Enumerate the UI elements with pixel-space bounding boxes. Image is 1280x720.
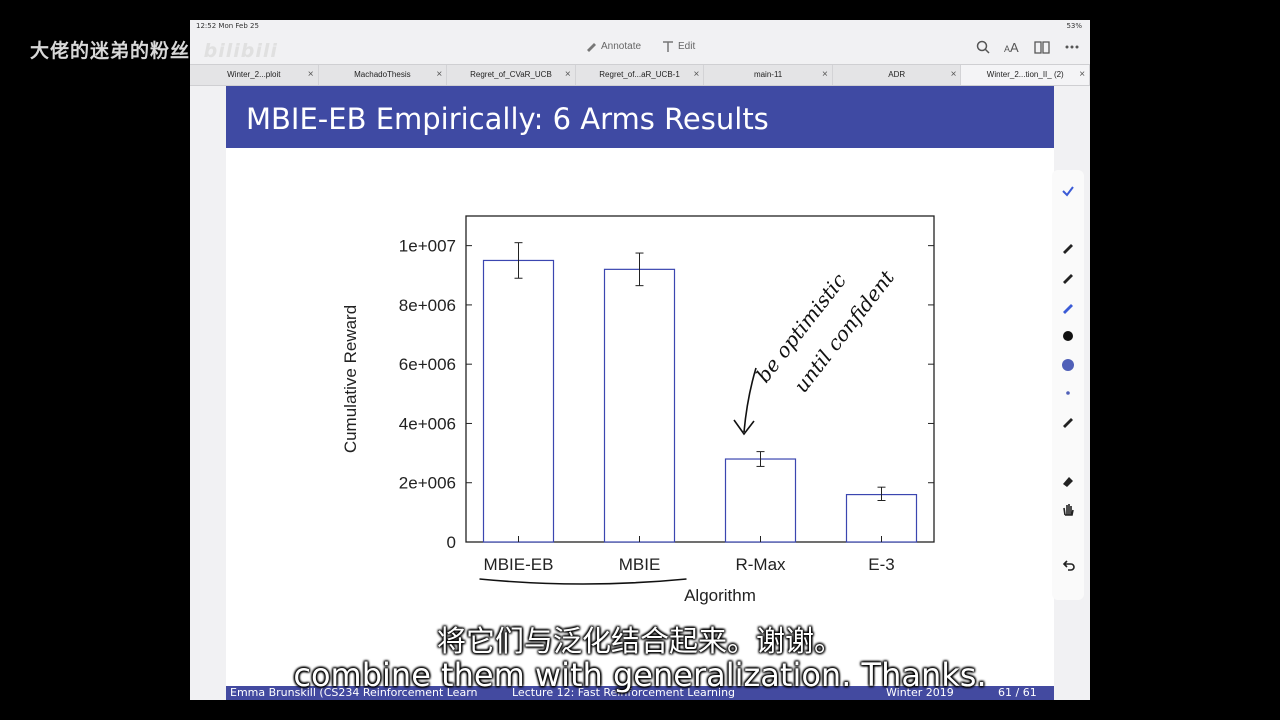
color-blue[interactable] bbox=[1056, 354, 1080, 376]
plot-frame bbox=[465, 215, 935, 543]
svg-text:A: A bbox=[1010, 40, 1019, 54]
close-icon[interactable]: × bbox=[950, 69, 957, 80]
y-tick-label: 4e+006 bbox=[399, 414, 456, 433]
slide-footer: Emma Brunskill (CS234 Reinforcement Lear… bbox=[226, 686, 1054, 700]
close-icon[interactable]: × bbox=[436, 69, 443, 80]
bar-mbie bbox=[603, 268, 676, 543]
slide-page: MBIE-EB Empirically: 6 Arms Results 0 2e+… bbox=[226, 86, 1054, 700]
y-tick-label: 1e+007 bbox=[399, 237, 456, 256]
tab-3[interactable]: Regret_of_CVaR_UCB × bbox=[447, 65, 576, 85]
chart-layer: 0 2e+006 4e+006 6e+006 8e+006 1e+007 MBIE-EB MB… bbox=[341, 215, 935, 605]
footer-page: 61 / 61 bbox=[998, 686, 1037, 699]
status-bar: 12:52 Mon Feb 25 53% bbox=[190, 20, 1090, 34]
close-icon[interactable]: × bbox=[693, 69, 700, 80]
handwritten-brace bbox=[479, 578, 687, 585]
y-axis-label: Cumulative Reward bbox=[341, 305, 360, 453]
handwritten-annotation: be optimistic until confident bbox=[733, 265, 900, 436]
text-icon bbox=[663, 41, 673, 52]
y-tick-label: 0 bbox=[447, 533, 456, 552]
color-swatch-icon bbox=[1063, 331, 1073, 341]
subtitle-chinese: 将它们与泛化结合起来。谢谢。 bbox=[436, 624, 843, 658]
annotation-arrow bbox=[733, 367, 757, 436]
close-icon[interactable]: × bbox=[822, 69, 828, 80]
pen-tool-2[interactable] bbox=[1056, 266, 1080, 288]
x-tick-label: E-3 bbox=[868, 555, 894, 574]
highlighter-icon bbox=[1063, 304, 1073, 314]
tab-5[interactable]: main-11 × bbox=[704, 65, 833, 85]
annotate-button[interactable]: Annotate bbox=[585, 40, 641, 52]
status-battery: 53% bbox=[1066, 22, 1082, 30]
bilibili-logo: bilibili bbox=[203, 40, 278, 62]
pen-icon bbox=[1063, 274, 1073, 284]
watermark: 大佬的迷弟的粉丝 bilibili bbox=[30, 40, 278, 62]
x-axis-label: Algorithm bbox=[684, 586, 756, 605]
tab-2[interactable]: MachadoThesis × bbox=[319, 65, 448, 85]
hand-tool[interactable] bbox=[1056, 498, 1080, 520]
svg-text:A: A bbox=[1004, 44, 1010, 54]
eraser-icon bbox=[1063, 477, 1073, 487]
highlighter-tool[interactable] bbox=[1056, 296, 1080, 318]
footer-lecture: Lecture 12: Fast Reinforcement Learning bbox=[512, 686, 736, 699]
pen-icon bbox=[1063, 418, 1073, 428]
bar-mbie-eb bbox=[482, 259, 555, 543]
pen-tool-1[interactable] bbox=[1056, 236, 1080, 258]
bar-r-max bbox=[724, 458, 797, 543]
close-icon[interactable]: × bbox=[1079, 69, 1086, 80]
undo-icon bbox=[1062, 560, 1075, 571]
book-icon[interactable] bbox=[1034, 40, 1050, 54]
hand-icon bbox=[1063, 504, 1074, 516]
bar-e-3 bbox=[845, 493, 918, 543]
tab-1[interactable]: Winter_2...ploit × bbox=[190, 65, 319, 85]
subtitle-english: combine them with generalization. Thanks… bbox=[293, 656, 987, 694]
footer-author: Emma Brunskill (CS234 Reinforcement Lear… bbox=[230, 686, 478, 699]
undo-button[interactable] bbox=[1056, 554, 1080, 576]
more-icon[interactable] bbox=[1064, 40, 1080, 54]
y-tick-label: 8e+006 bbox=[399, 296, 456, 315]
document-tabs: Winter_2...ploit × MachadoThesis × Regret_… bbox=[190, 64, 1090, 86]
stroke-size[interactable] bbox=[1056, 382, 1080, 404]
tab-6[interactable]: ADR × bbox=[833, 65, 962, 85]
close-icon[interactable]: × bbox=[307, 69, 314, 80]
bar-chart: 0 2e+006 4e+006 6e+006 8e+006 1e+007 MBIE-EB MB… bbox=[341, 215, 935, 605]
x-tick-label: R-Max bbox=[735, 555, 786, 574]
search-icon[interactable] bbox=[976, 40, 990, 54]
slide-banner: MBIE-EB Empirically: 6 Arms Results bbox=[226, 86, 1054, 148]
pen-icon bbox=[1063, 244, 1073, 254]
color-swatch-icon bbox=[1062, 359, 1074, 371]
pen-tool-3[interactable] bbox=[1056, 410, 1080, 432]
edit-button[interactable]: Edit bbox=[662, 40, 695, 52]
y-tick-label: 2e+006 bbox=[399, 474, 456, 493]
y-tick-label: 6e+006 bbox=[399, 355, 456, 374]
status-time: 12:52 Mon Feb 25 bbox=[196, 22, 259, 30]
color-black[interactable] bbox=[1056, 325, 1080, 347]
check-icon bbox=[1062, 186, 1074, 197]
x-tick-label: MBIE bbox=[619, 555, 661, 574]
annotation-palette bbox=[1052, 170, 1084, 600]
tab-4[interactable]: Regret_of...aR_UCB-1 × bbox=[576, 65, 705, 85]
pencil-icon bbox=[587, 43, 596, 52]
footer-term: Winter 2019 bbox=[886, 686, 954, 699]
dot-icon bbox=[1066, 391, 1070, 395]
tab-7-active[interactable]: Winter_2...tion_II_ (2) × bbox=[961, 65, 1090, 85]
x-tick-label: MBIE-EB bbox=[484, 555, 554, 574]
eraser-tool[interactable] bbox=[1056, 470, 1080, 492]
close-icon[interactable]: × bbox=[564, 69, 571, 80]
slide-title: MBIE-EB Empirically: 6 Arms Results bbox=[246, 102, 769, 136]
done-check[interactable] bbox=[1056, 180, 1080, 202]
